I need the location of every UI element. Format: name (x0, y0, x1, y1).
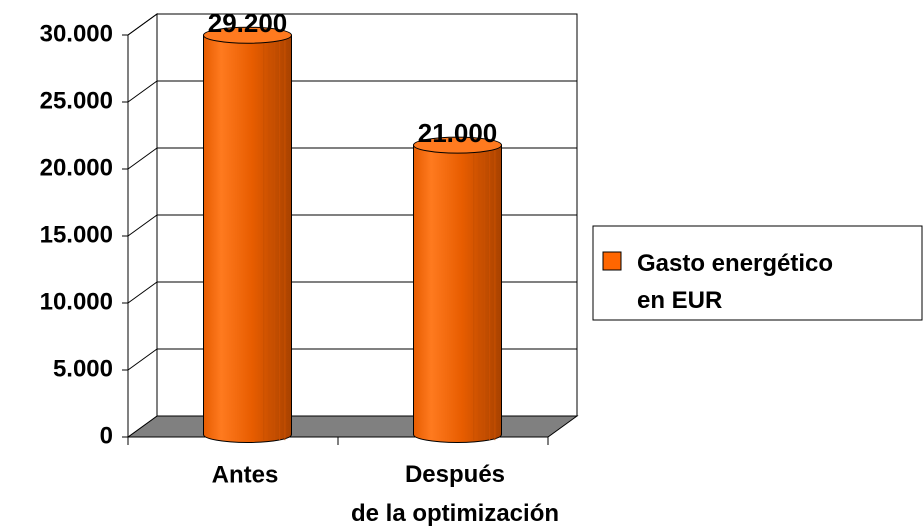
bar-top (203, 26, 292, 44)
legend-label: Gasto energético en EUR (637, 250, 833, 314)
grid-line (127, 214, 158, 237)
y-tick-label: 15.000 (40, 221, 113, 248)
y-tick-label: 20.000 (40, 154, 113, 181)
floor (126, 415, 579, 438)
x-tick-label: Después de la optimización (351, 461, 559, 527)
data-label: 21.000 (418, 118, 498, 148)
bar-top (413, 136, 502, 154)
bar (413, 144, 502, 443)
x-tick-label: Antes (212, 461, 279, 488)
grid-line (127, 348, 158, 371)
legend-swatch (602, 251, 622, 271)
y-tick-label: 25.000 (40, 87, 113, 114)
bar (203, 34, 292, 443)
grid-line (127, 147, 158, 170)
y-tick-label: 5.000 (53, 355, 113, 382)
data-label: 29.200 (208, 8, 288, 38)
grid-line (127, 80, 158, 103)
legend-box (592, 225, 923, 321)
y-tick-label: 0 (100, 422, 113, 449)
y-tick-label: 10.000 (40, 288, 113, 315)
y-tick-label: 30.000 (40, 20, 113, 47)
grid-line (127, 13, 158, 36)
grid-line (127, 281, 158, 304)
